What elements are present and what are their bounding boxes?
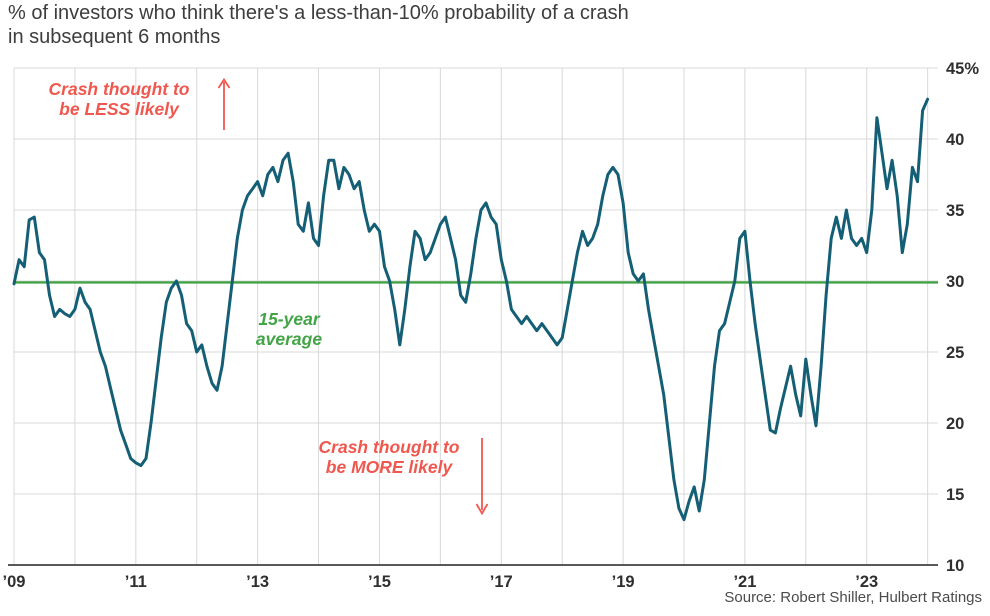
svg-text:’09: ’09 xyxy=(3,573,26,591)
svg-text:15: 15 xyxy=(946,486,964,504)
annotation-text-line: Crash thought to xyxy=(48,79,190,99)
chart-title: % of investors who think there's a less-… xyxy=(8,2,629,49)
svg-text:25: 25 xyxy=(946,344,964,362)
annotation-text-line: 15-year xyxy=(258,309,320,329)
source-credit: Source: Robert Shiller, Hulbert Ratings xyxy=(724,589,982,606)
annotation-15-year-average: 15-year average xyxy=(213,309,365,349)
svg-text:’11: ’11 xyxy=(125,573,147,591)
svg-text:’23: ’23 xyxy=(855,573,878,591)
annotation-text-line: Crash thought to xyxy=(318,437,460,457)
svg-text:’13: ’13 xyxy=(246,573,269,591)
annotation-text-line: be LESS likely xyxy=(59,98,179,119)
svg-text:10: 10 xyxy=(946,557,964,575)
svg-text:35: 35 xyxy=(946,202,964,220)
svg-text:’17: ’17 xyxy=(490,573,513,591)
up-arrow-icon xyxy=(216,76,232,134)
svg-text:’19: ’19 xyxy=(612,573,635,591)
svg-text:45%: 45% xyxy=(946,60,979,78)
svg-text:20: 20 xyxy=(946,415,964,433)
annotation-text-line: be MORE likely xyxy=(325,456,453,477)
svg-text:’21: ’21 xyxy=(733,573,756,591)
annotation-crash-more-likely: Crash thought to be MORE likely xyxy=(293,437,485,477)
annotation-crash-less-likely: Crash thought to be LESS likely xyxy=(28,79,210,119)
chart-title-line1: % of investors who think there's a less-… xyxy=(8,2,629,24)
svg-text:40: 40 xyxy=(946,131,964,149)
down-arrow-icon xyxy=(474,436,490,518)
chart-title-line2: in subsequent 6 months xyxy=(8,25,221,48)
svg-text:’15: ’15 xyxy=(368,573,391,591)
annotation-text-line: average xyxy=(255,328,323,349)
svg-text:30: 30 xyxy=(946,273,964,291)
